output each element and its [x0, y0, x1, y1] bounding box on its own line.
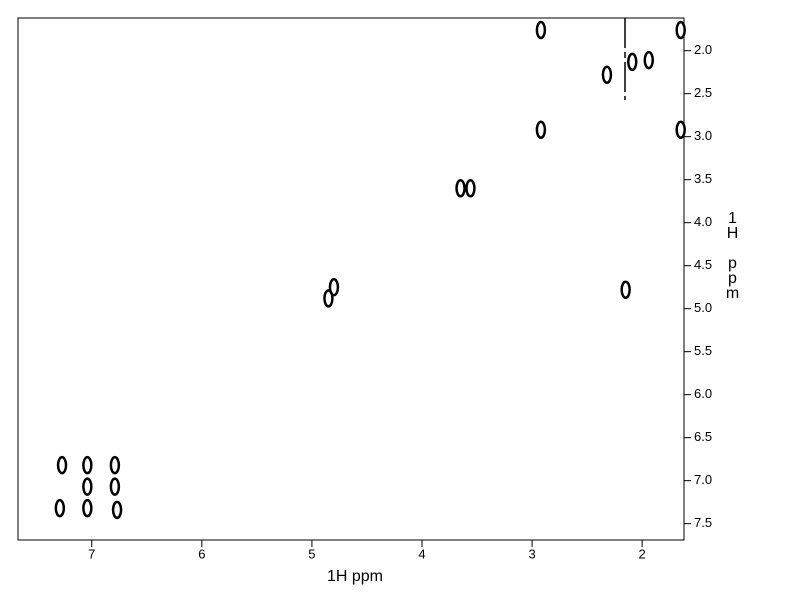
- x-tick-label: 2: [639, 546, 646, 561]
- y-tick-label: 7.0: [694, 472, 712, 487]
- y-tick-label: 4.5: [694, 257, 712, 272]
- x-tick-label: 7: [88, 546, 95, 561]
- y-tick-label: 4.0: [694, 214, 712, 229]
- y-tick-label: 2.5: [694, 85, 712, 100]
- x-tick-label: 5: [308, 546, 315, 561]
- peak: [82, 477, 93, 496]
- peak: [535, 120, 547, 140]
- peak: [328, 277, 340, 297]
- x-axis-label: 1H ppm: [327, 568, 383, 585]
- plot-frame: [17, 17, 685, 541]
- peak: [675, 120, 686, 140]
- y-tick-label: 3.0: [694, 128, 712, 143]
- y-tick-label: 6.0: [694, 386, 712, 401]
- peak: [627, 52, 638, 72]
- peak: [465, 179, 476, 198]
- y-tick-label: 5.0: [694, 300, 712, 315]
- peak: [535, 20, 547, 40]
- peak: [455, 179, 466, 198]
- peak: [82, 498, 93, 518]
- y-tick-label: 6.5: [694, 429, 712, 444]
- y-tick-label: 2.0: [694, 42, 712, 57]
- peak: [323, 289, 334, 308]
- peak: [111, 500, 123, 520]
- peak: [54, 498, 66, 518]
- x-tick-label: 3: [528, 546, 535, 561]
- peak: [109, 455, 121, 475]
- peak: [82, 455, 93, 475]
- peak: [675, 20, 686, 40]
- y-tick-label: 7.5: [694, 515, 712, 530]
- peak: [620, 280, 631, 299]
- y-axis-label: 1H ppm: [724, 210, 741, 300]
- y-tick-label: 3.5: [694, 171, 712, 186]
- y-tick-label: 5.5: [694, 343, 712, 358]
- peak: [643, 50, 655, 70]
- peak: [56, 455, 68, 475]
- peak: [601, 65, 613, 85]
- x-tick-label: 6: [198, 546, 205, 561]
- peak: [109, 477, 121, 496]
- x-tick-label: 4: [418, 546, 425, 561]
